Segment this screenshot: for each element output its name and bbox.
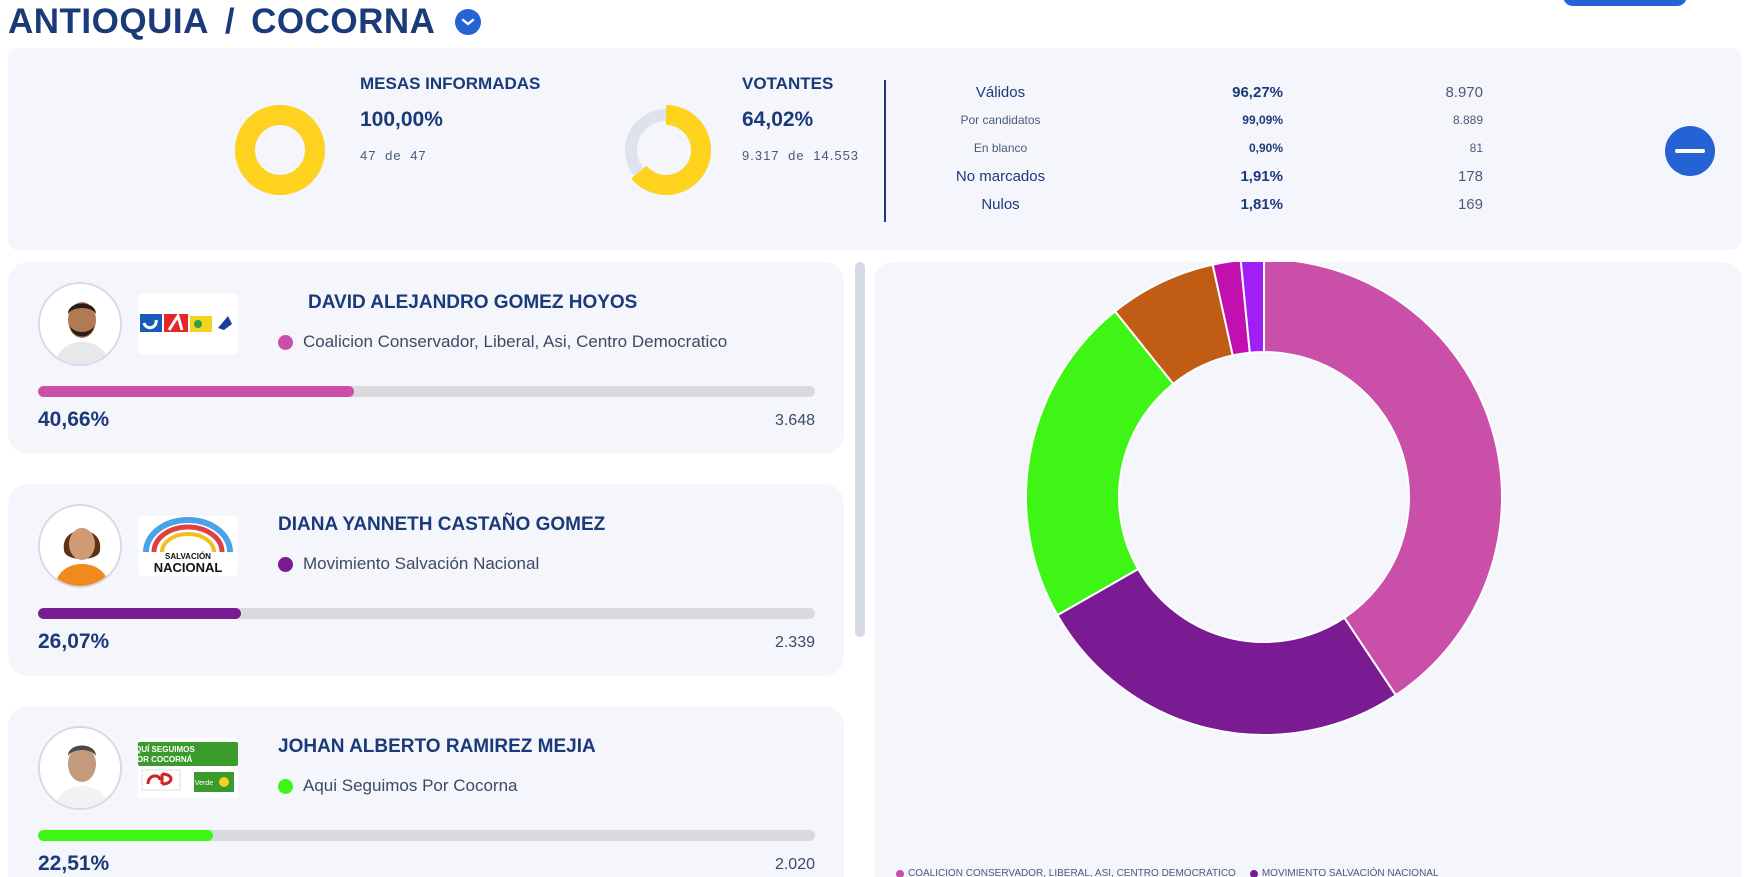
results-chart-panel: COALICION CONSERVADOR, LIBERAL, ASI, CEN… [874,257,1742,877]
row-label: Válidos [975,83,1026,101]
table-row: En blanco 0,90% 81 [908,134,1488,162]
party-name: Movimiento Salvación Nacional [303,554,540,573]
collapse-button[interactable] [1665,126,1715,176]
party-color-dot [278,334,293,350]
mesas-stat: MESAS INFORMADAS 100,00% 47 de 47 [360,74,540,163]
row-percent: 99,09% [1242,113,1283,127]
department-name: ANTIOQUIA [8,2,209,41]
votantes-total: 14.553 [813,148,860,163]
title-separator: / [224,2,236,41]
mesas-reported: 47 [360,148,377,163]
donut-slice-1[interactable] [1263,257,1503,697]
candidate-list: DAVID ALEJANDRO GOMEZ HOYOS Coalicion Co… [8,262,844,877]
vote-progress-fill [38,608,241,619]
donut-slice-3[interactable] [1025,309,1175,617]
candidate-card[interactable]: AQUÍ SEGUIMOS POR COCORNÁ Verde JOHAN AL… [8,706,844,877]
party-line: Aqui Seguimos Por Cocorna [278,776,518,796]
row-label: Nulos [981,195,1020,213]
logo-text-nacional: NACIONAL [154,560,223,575]
table-row: Por candidatos 99,09% 8.889 [908,106,1488,134]
mesas-percent: 100,00% [360,108,443,131]
salvacion-nacional-logo: SALVACIÓN NACIONAL [138,516,238,576]
votantes-reported: 9.317 [742,148,780,163]
vote-progress-bar [38,608,815,619]
logo-text-verde: Verde [195,780,213,787]
summary-panel: MESAS INFORMADAS 100,00% 47 de 47 VOTANT… [8,48,1741,250]
candidate-card[interactable]: DAVID ALEJANDRO GOMEZ HOYOS Coalicion Co… [8,262,844,454]
vote-progress-bar [38,830,815,841]
legend-dot [1249,869,1258,877]
row-count: 178 [1457,167,1483,185]
candidate-name: JOHAN ALBERTO RAMIREZ MEJIA [278,736,596,757]
logo-text-salvacion: SALVACIÓN [165,552,211,561]
legend-item[interactable]: MOVIMIENTO SALVACIÓN NACIONAL [1249,868,1439,877]
votes-breakdown-table: Válidos 96,27% 8.970 Por candidatos 99,0… [908,78,1488,218]
row-percent: 96,27% [1232,83,1283,101]
mesas-connector: de [385,148,402,163]
candidate-votes: 3.648 [774,412,815,429]
row-percent: 0,90% [1248,141,1283,155]
chart-legend: COALICION CONSERVADOR, LIBERAL, ASI, CEN… [896,868,1439,877]
donut-slice-2[interactable] [1056,567,1398,736]
candidate-percent: 22,51% [38,852,110,875]
row-percent: 1,91% [1240,167,1283,185]
logo-text-por-cocorna: POR COCORNÁ [138,755,193,764]
legend-item[interactable]: COALICION CONSERVADOR, LIBERAL, ASI, CEN… [896,868,1236,877]
results-donut-chart [1025,257,1503,736]
mesas-label: MESAS INFORMADAS [360,74,541,93]
row-count: 8.889 [1452,113,1483,127]
row-label: No marcados [955,167,1046,185]
votantes-label: VOTANTES [742,74,834,93]
party-name: Coalicion Conservador, Liberal, Asi, Cen… [303,332,728,351]
top-action-button[interactable] [1563,0,1687,6]
mesas-total: 47 [410,148,427,163]
party-name: Aqui Seguimos Por Cocorna [303,776,518,795]
votantes-connector: de [788,148,805,163]
candidate-votes: 2.339 [774,634,815,651]
candidate-card[interactable]: SALVACIÓN NACIONAL DIANA YANNETH CASTAÑO… [8,484,844,676]
summary-divider [884,80,886,222]
row-count: 169 [1457,195,1483,213]
legend-dot [896,869,904,877]
candidate-name: DIANA YANNETH CASTAÑO GOMEZ [278,514,606,535]
votantes-stat: VOTANTES 64,02% 9.317 de 14.553 [742,74,859,163]
vote-progress-fill [38,830,213,841]
candidate-percent: 40,66% [38,408,110,431]
row-count: 8.970 [1445,83,1483,101]
votantes-gauge [621,105,711,195]
candidate-percent: 26,07% [38,630,110,653]
votantes-count: 9.317 de 14.553 [742,148,859,163]
mesas-gauge [235,105,325,195]
coalition-logo [138,294,238,354]
vote-progress-fill [38,386,354,397]
table-row: Válidos 96,27% 8.970 [908,78,1488,106]
candidate-votes: 2.020 [774,856,815,873]
candidate-avatar [38,726,122,810]
municipality-name: COCORNA [251,2,436,41]
row-label: Por candidatos [960,113,1041,127]
row-label: En blanco [973,141,1028,155]
chevron-down-icon[interactable] [455,9,482,35]
page-title: ANTIOQUIA / COCORNA [8,2,482,42]
row-percent: 1,81% [1240,195,1283,213]
votantes-percent: 64,02% [742,108,814,131]
mesas-count: 47 de 47 [360,148,540,163]
party-color-dot [278,556,293,572]
minus-icon [1675,149,1705,153]
party-line: Movimiento Salvación Nacional [278,554,539,574]
legend-label: COALICION CONSERVADOR, LIBERAL, ASI, CEN… [908,868,1236,877]
vote-progress-bar [38,386,815,397]
logo-text-aqui-seguimos: AQUÍ SEGUIMOS [138,745,195,754]
row-count: 81 [1469,141,1483,155]
candidate-avatar [38,504,122,588]
aqui-seguimos-logo: AQUÍ SEGUIMOS POR COCORNÁ Verde [138,738,238,798]
legend-label: MOVIMIENTO SALVACIÓN NACIONAL [1261,868,1439,877]
candidate-avatar [38,282,122,366]
party-color-dot [278,778,293,794]
candidate-name: DAVID ALEJANDRO GOMEZ HOYOS [308,292,638,313]
table-row: Nulos 1,81% 169 [908,190,1488,218]
list-scrollbar[interactable] [855,262,865,637]
table-row: No marcados 1,91% 178 [908,162,1488,190]
party-line: Coalicion Conservador, Liberal, Asi, Cen… [278,332,727,352]
